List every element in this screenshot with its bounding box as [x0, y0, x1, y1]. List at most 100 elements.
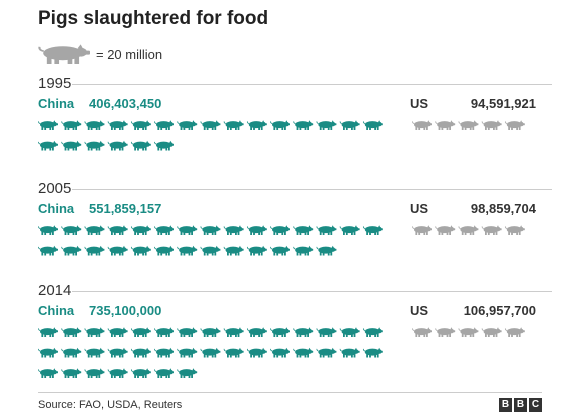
china-pig-icon [246, 347, 267, 358]
china-pig-icon [223, 120, 244, 130]
us-pig-icon [412, 327, 432, 337]
pig-icon [38, 44, 90, 64]
china-pig-icon [246, 245, 267, 256]
china-pig-icon [130, 140, 151, 151]
china-pig-icon [38, 140, 58, 151]
china-pig-icon [107, 368, 128, 378]
china-pig-icon [61, 347, 82, 358]
china-pig-icon [200, 327, 221, 337]
china-pig-icon [38, 120, 58, 130]
china-pig-icon [293, 245, 314, 256]
us-pig-icon [504, 327, 525, 337]
china-pig-icon [270, 327, 290, 337]
china-pig-icon [84, 327, 105, 337]
china-label: China [38, 96, 75, 111]
china-pig-icon [362, 347, 383, 358]
china-pig-icon [154, 327, 174, 337]
china-pig-icon [38, 327, 58, 337]
china-value: 551,859,157 [89, 201, 162, 216]
china-pig-icon [107, 245, 128, 256]
footer-divider [38, 392, 542, 393]
china-pig-icon [130, 120, 151, 130]
china-pig-icon [107, 140, 128, 151]
china-pig-icon [200, 225, 221, 235]
china-pig-icon [177, 245, 198, 256]
us-label: US [410, 303, 429, 318]
china-pig-icon [316, 120, 337, 130]
china-value: 406,403,450 [89, 96, 162, 111]
year-label: 2005 [38, 180, 72, 197]
china-pig-icon [107, 120, 128, 130]
china-pig-icon [61, 327, 82, 337]
china-pig-icon [293, 347, 314, 358]
china-pig-icon [270, 347, 290, 358]
china-pig-icon [362, 327, 383, 337]
china-pig-icon [293, 120, 314, 130]
china-pig-icon [316, 327, 337, 337]
china-pig-icon [362, 225, 383, 235]
divider [72, 189, 552, 190]
china-pig-icon [107, 327, 128, 337]
china-pig-icon [200, 245, 221, 256]
china-pig-icon [61, 368, 82, 378]
china-pig-icon [154, 225, 174, 235]
us-pig-icon [481, 120, 502, 130]
china-pig-icon [177, 347, 198, 358]
china-pig-icon [130, 225, 151, 235]
china-pig-icon [154, 140, 174, 151]
china-pig-icon [316, 347, 337, 358]
china-pig-icon [107, 225, 128, 235]
china-pig-icon [223, 347, 244, 358]
us-label: US [410, 201, 429, 216]
china-pig-icon [339, 120, 360, 130]
china-pig-icon [38, 368, 58, 378]
logo-letter: B [514, 398, 527, 412]
china-pig-icon [84, 245, 105, 256]
china-pig-icon [316, 245, 337, 256]
year-label: 2014 [38, 282, 72, 299]
china-pig-icon [84, 347, 105, 358]
china-pig-icon [339, 327, 360, 337]
china-pig-icon [177, 120, 198, 130]
us-value: 94,591,921 [470, 96, 536, 111]
china-pig-icon [61, 245, 82, 256]
china-pig-icon [38, 245, 58, 256]
us-value: 98,859,704 [470, 201, 536, 216]
divider [72, 291, 552, 292]
china-pig-icon [246, 120, 267, 130]
china-pig-icon [154, 245, 174, 256]
china-pig-icon [84, 368, 105, 378]
us-pig-icon [435, 120, 456, 130]
bbc-logo: B B C [499, 398, 542, 412]
logo-letter: B [499, 398, 512, 412]
us-label: US [410, 96, 429, 111]
china-pig-icon [61, 140, 82, 151]
china-pig-icon [223, 327, 244, 337]
us-pig-icon [504, 120, 525, 130]
us-pig-icon [435, 225, 456, 235]
china-pig-icon [223, 245, 244, 256]
chart-title: Pigs slaughtered for food [38, 8, 269, 29]
year-label: 1995 [38, 75, 72, 92]
china-pig-icon [84, 120, 105, 130]
us-pig-icon [504, 225, 525, 235]
china-pig-icon [130, 347, 151, 358]
source-note: Source: FAO, USDA, Reuters [38, 399, 183, 411]
china-pig-icon [177, 225, 198, 235]
china-pig-icon [246, 225, 267, 235]
china-pig-icon [84, 140, 105, 151]
china-pig-icon [339, 225, 360, 235]
china-pig-icon [270, 225, 290, 235]
us-pig-icon [412, 120, 432, 130]
china-label: China [38, 201, 75, 216]
divider [72, 84, 552, 85]
logo-letter: C [529, 398, 542, 412]
china-pig-icon [107, 347, 128, 358]
us-pig-icon [481, 327, 502, 337]
china-pig-icon [200, 120, 221, 130]
china-pig-icon [270, 245, 290, 256]
china-pig-icon [362, 120, 383, 130]
us-pig-icon [458, 327, 479, 337]
